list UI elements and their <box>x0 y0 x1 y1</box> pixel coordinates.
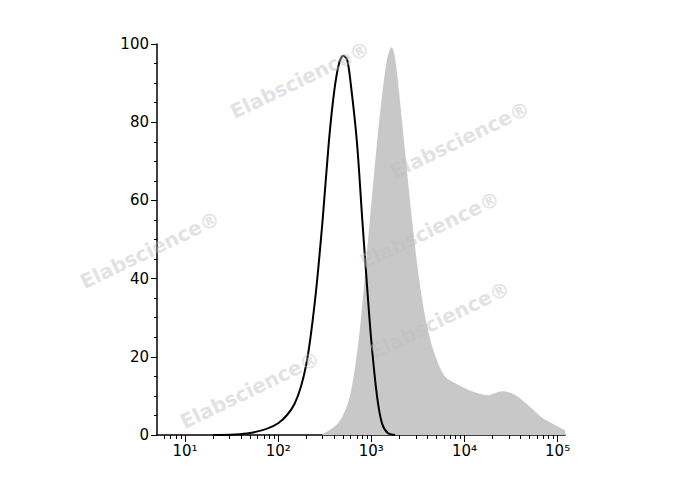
svg-text:Elabscience®: Elabscience® <box>356 186 504 274</box>
svg-text:Elabscience®: Elabscience® <box>366 276 514 364</box>
svg-text:10³: 10³ <box>359 442 384 460</box>
svg-text:60: 60 <box>130 191 149 209</box>
svg-text:80: 80 <box>130 113 149 131</box>
svg-text:0: 0 <box>139 426 149 444</box>
svg-text:20: 20 <box>130 348 149 366</box>
svg-text:Elabscience®: Elabscience® <box>176 346 324 434</box>
svg-text:10²: 10² <box>266 442 291 460</box>
svg-text:100: 100 <box>120 35 149 53</box>
svg-text:10⁴: 10⁴ <box>452 442 477 460</box>
svg-text:Elabscience®: Elabscience® <box>226 36 374 124</box>
svg-text:10⁵: 10⁵ <box>545 442 570 460</box>
svg-text:Elabscience®: Elabscience® <box>76 206 224 294</box>
svg-text:40: 40 <box>130 270 149 288</box>
svg-text:10¹: 10¹ <box>172 442 197 460</box>
svg-text:Elabscience®: Elabscience® <box>386 96 534 184</box>
